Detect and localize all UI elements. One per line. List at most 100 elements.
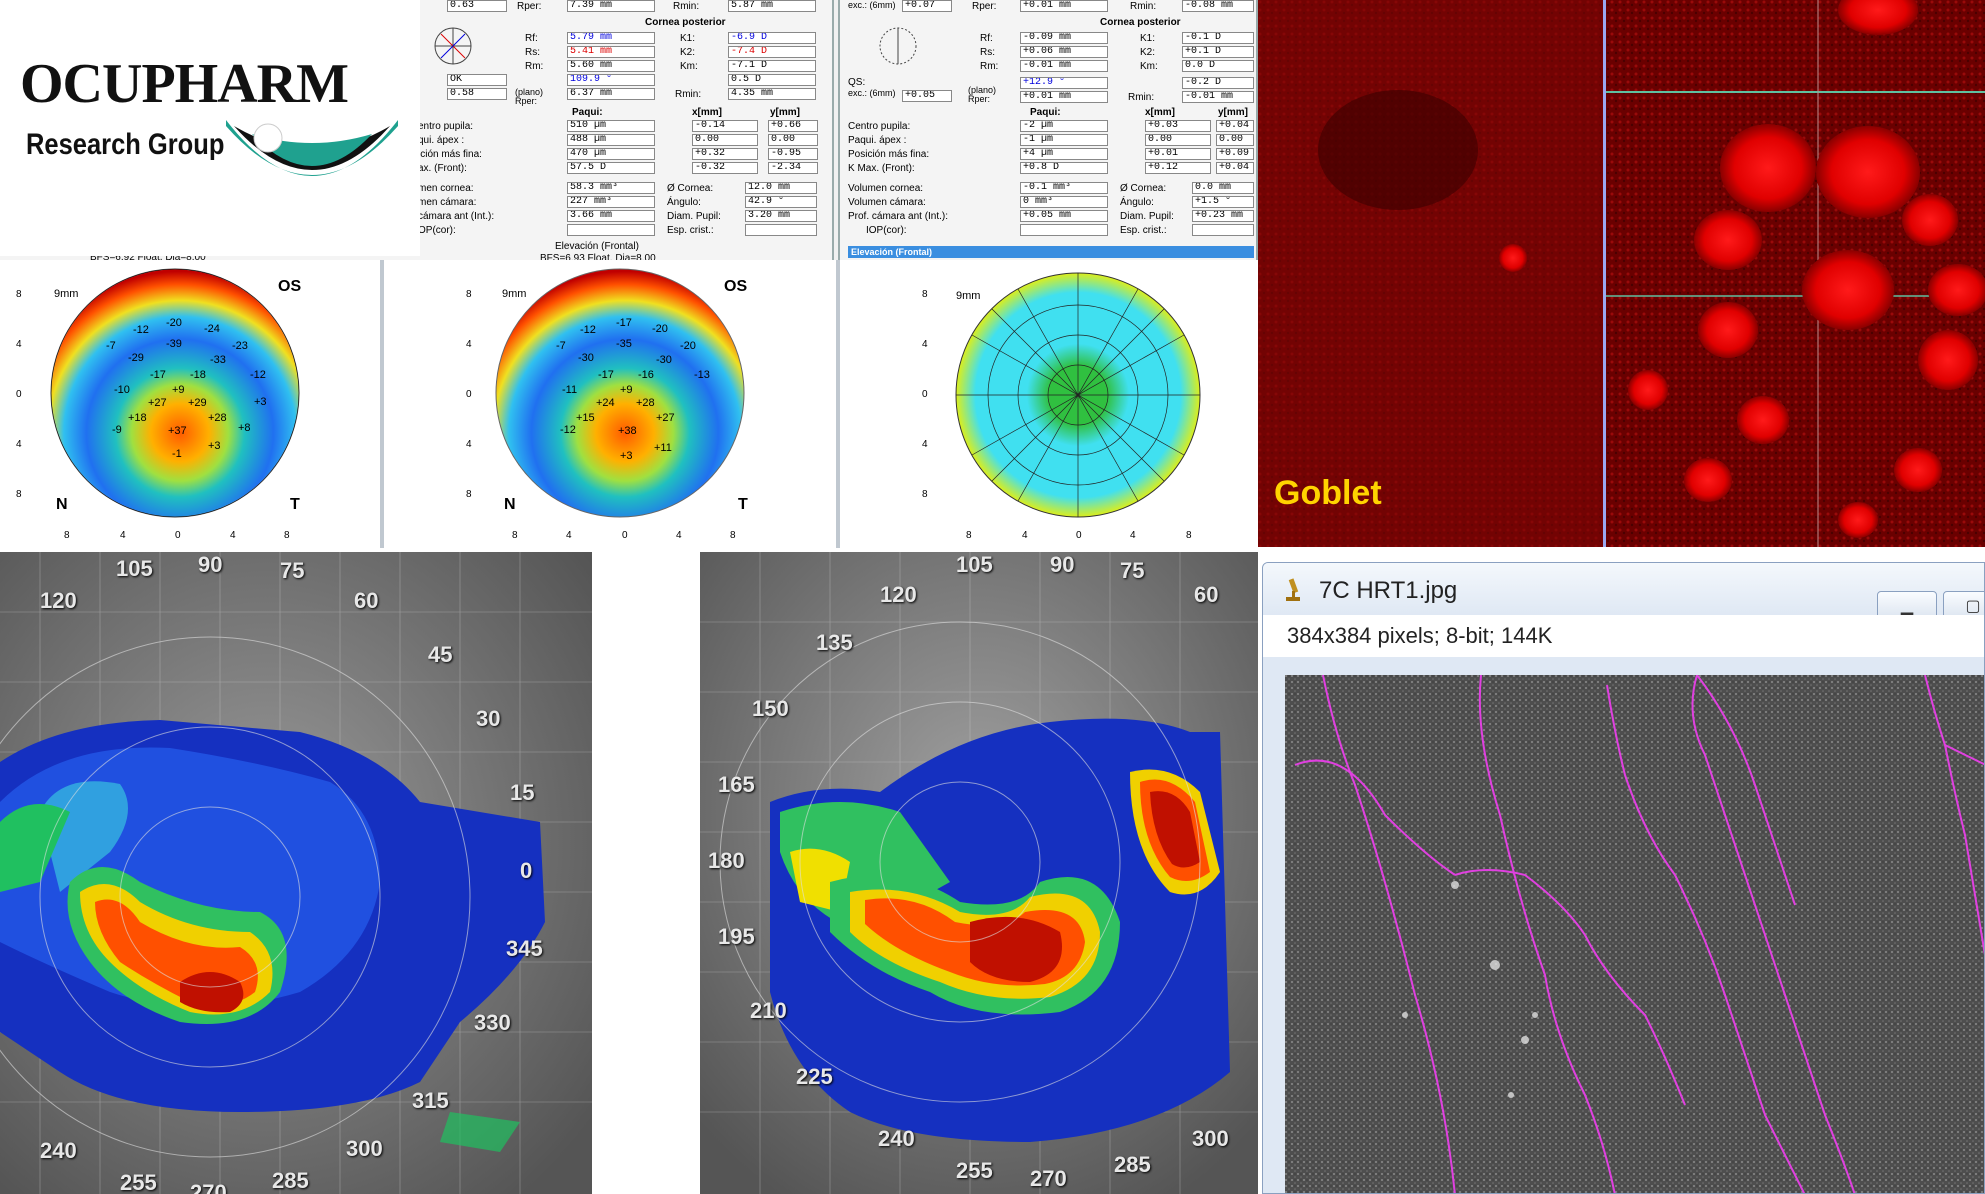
angle-label: 270 <box>1030 1166 1067 1191</box>
exc-diff-value: +0.05 <box>902 90 952 102</box>
plano-rper-diff-label: (plano) Rper: <box>968 85 997 104</box>
paqui-row-x: -0.32 <box>692 162 758 174</box>
paqui-diff-row-x: 0.00 <box>1145 134 1211 146</box>
epithelial-map-left-svg <box>0 552 592 1194</box>
volume-row-label: cámara ant (Int.): <box>418 211 495 222</box>
nerve-image-canvas[interactable] <box>1285 675 1984 1193</box>
bfs-left-label: BFS=6.92 Float, Dia=8.00 <box>90 252 206 263</box>
axis-angle-value: 109.9 ° <box>567 74 655 86</box>
mm-label-2: 9mm <box>502 288 527 300</box>
k2-diff-label: K2: <box>1140 47 1156 58</box>
volume-diff-label2: Esp. crist.: <box>1120 225 1167 236</box>
rmin-label: Rmin: <box>673 1 700 12</box>
km-label: Km: <box>680 61 698 72</box>
imagej-window[interactable]: 7C HRT1.jpg ▁ ▢ 384x384 pixels; 8-bit; 1… <box>1262 562 1985 1194</box>
volume-diff-value2 <box>1192 224 1254 236</box>
map-value: +28 <box>208 412 227 424</box>
rm-diff-label: Rm: <box>980 61 999 72</box>
panel-divider <box>836 260 840 548</box>
angle-label: 105 <box>116 556 153 581</box>
rmin-diff-value: -0.08 mm <box>1182 0 1254 12</box>
svg-text:4: 4 <box>16 339 22 350</box>
svg-text:4: 4 <box>16 439 22 450</box>
elevation-maps-strip: 8 4 0 4 8 8 4 0 4 8 8 4 0 4 8 8 4 0 4 8 8 4 0 4 8 8 4 0 4 8 OS 9… <box>0 260 1258 548</box>
angle-label: 105 <box>956 552 993 577</box>
rper-label: Rper: <box>517 1 542 12</box>
paqui-header: Paqui: <box>572 107 603 118</box>
km-diff-label: Km: <box>1140 61 1158 72</box>
elevation-tab[interactable]: Elevación (Frontal) <box>848 246 1254 258</box>
qs-value-bottom: 0.58 <box>447 88 507 100</box>
x-mm-header: x[mm] <box>692 107 723 118</box>
paqui-diff-row-value: -2 µm <box>1020 120 1108 132</box>
map-value: -20 <box>652 323 668 335</box>
temporal-label-1: T <box>290 496 300 513</box>
svg-text:4: 4 <box>676 530 682 541</box>
angle-label: 255 <box>120 1170 157 1194</box>
map-value: -20 <box>166 317 182 329</box>
map-value: +3 <box>254 396 267 408</box>
rmin-post-value: 4.35 mm <box>728 88 816 100</box>
map-value: +3 <box>620 450 633 462</box>
paqui-row-value: 470 µm <box>567 148 655 160</box>
volume-row-label2: Diam. Pupil: <box>667 211 721 222</box>
svg-text:8: 8 <box>730 530 736 541</box>
angle-label: 195 <box>718 924 755 949</box>
angle-label: 30 <box>476 706 501 731</box>
svg-text:4: 4 <box>466 339 472 350</box>
topography-area: 0.63 Rper: 7.39 mm Rmin: 5.87 mm Cornea … <box>0 0 1258 548</box>
map-value: -39 <box>166 338 182 350</box>
cornea-posterior-header-2: Cornea posterior <box>1100 17 1181 28</box>
map-value: -12 <box>250 369 266 381</box>
map-value: +11 <box>654 442 672 454</box>
volume-diff-label: Volumen cornea: <box>848 183 924 194</box>
paqui-row-x: -0.14 <box>692 120 758 132</box>
rf-value: 5.79 mm <box>567 32 655 44</box>
volume-row-label: men cámara: <box>418 197 477 208</box>
angle-label: 210 <box>750 998 787 1023</box>
rm-label: Rm: <box>525 61 544 72</box>
angle-label: 60 <box>1194 582 1219 607</box>
elevation-maps-svg: 8 4 0 4 8 8 4 0 4 8 8 4 0 4 8 8 4 0 4 8 8 4 0 4 8 8 4 0 4 8 <box>16 260 1201 548</box>
svg-text:8: 8 <box>284 530 290 541</box>
paqui-diff-row-y: 0.00 <box>1216 134 1254 146</box>
paqui-diff-row-y: +0.04 <box>1216 120 1254 132</box>
paqui-diff-row-value: -1 µm <box>1020 134 1108 146</box>
astig-value: 0.5 D <box>728 74 816 86</box>
volume-diff-value2: +0.23 mm <box>1192 210 1254 222</box>
paqui-row-value: 57.5 D <box>567 162 655 174</box>
volume-row-value: 227 mm³ <box>567 196 655 208</box>
volume-diff-label: Volumen cámara: <box>848 197 926 208</box>
map-value: -17 <box>598 369 614 381</box>
map-value: +15 <box>576 412 595 424</box>
svg-text:0: 0 <box>622 530 628 541</box>
paqui-row-label: entro pupila: <box>418 121 474 132</box>
k2-label: K2: <box>680 47 696 58</box>
map-value: -33 <box>210 354 226 366</box>
plano-rper-value: 6.37 mm <box>567 88 655 100</box>
angle-label: 90 <box>1050 552 1075 577</box>
svg-text:4: 4 <box>922 439 928 450</box>
volume-diff-value: -0.1 mm³ <box>1020 182 1108 194</box>
angle-label: 240 <box>878 1126 915 1151</box>
map-value: +27 <box>656 412 675 424</box>
rs-value: 5.41 mm <box>567 46 655 58</box>
window-title: 7C HRT1.jpg <box>1319 577 1458 604</box>
rmin-post-diff-label: Rmin: <box>1128 92 1155 103</box>
angle-label: 0 <box>520 858 533 883</box>
map-value: -16 <box>638 369 654 381</box>
map-value: -12 <box>580 324 596 336</box>
volume-diff-value2: 0.0 mm <box>1192 182 1254 194</box>
svg-text:0: 0 <box>922 389 928 400</box>
axis-diff-value: +12.9 ° <box>1020 77 1108 89</box>
map-value: -24 <box>204 323 220 335</box>
axis-dial-icon <box>434 27 472 65</box>
paqui-row-label: qui. ápex : <box>418 135 465 146</box>
map-value: -7 <box>106 340 116 352</box>
window-titlebar[interactable]: 7C HRT1.jpg ▁ ▢ <box>1263 563 1984 623</box>
eye-icon <box>226 120 398 176</box>
angle-label: 60 <box>354 588 379 613</box>
volume-row-value2: 42.9 ° <box>745 196 817 208</box>
angle-label: 150 <box>752 696 789 721</box>
angle-label: 300 <box>1192 1126 1229 1151</box>
